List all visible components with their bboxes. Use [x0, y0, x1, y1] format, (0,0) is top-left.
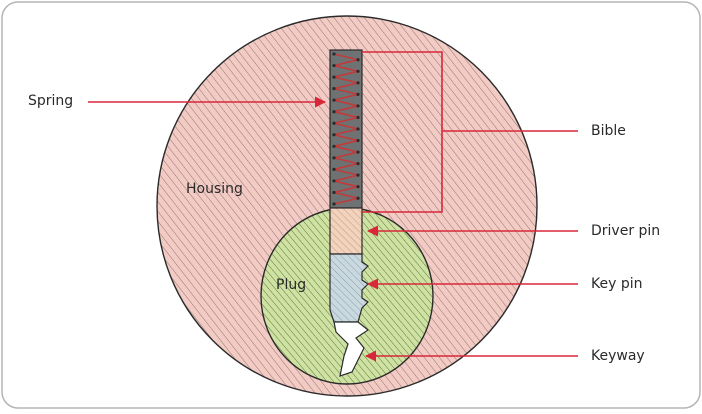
plug-label: Plug — [276, 277, 307, 293]
spring-coil-end — [356, 115, 360, 120]
spring-coil-end — [332, 202, 336, 206]
spring-coil-end — [356, 92, 360, 96]
spring-coil-end — [332, 167, 336, 171]
driver-pin-shape — [329, 207, 363, 255]
spring-coil-end — [356, 150, 360, 154]
spring-coil-end — [332, 98, 336, 102]
spring-coil-end — [332, 156, 336, 160]
spring-coil-end — [332, 75, 336, 79]
spring-coil-end — [356, 162, 360, 166]
driver-pin-label: Driver pin — [591, 223, 661, 239]
spring-coil-end — [332, 133, 336, 137]
spring-coil-end — [332, 121, 336, 125]
bible-bracket — [362, 51, 443, 213]
spring-coil-end — [356, 138, 360, 143]
housing-label: Housing — [186, 181, 243, 197]
spring-coil-end — [332, 87, 336, 91]
keyway-shape — [333, 321, 370, 377]
spring-coil-end — [332, 63, 336, 68]
keyway-label: Keyway — [591, 348, 645, 364]
key-pin-label: Key pin — [591, 276, 643, 292]
spring-coil-end — [332, 179, 336, 183]
spring-coil-end — [332, 144, 336, 148]
spring-coil-end — [356, 127, 360, 131]
spring-coil-end — [356, 173, 360, 177]
spring-coil-end — [356, 69, 360, 73]
spring-coil-end — [356, 196, 360, 200]
spring-coil-end — [332, 190, 336, 195]
spring-coil-end — [356, 185, 360, 189]
spring-coil-end — [332, 52, 336, 56]
spring-label: Spring — [28, 93, 74, 109]
bible-label: Bible — [591, 123, 626, 139]
spring-coil-end — [356, 58, 360, 62]
spring-coil-end — [356, 104, 360, 108]
spring-coil-end — [332, 110, 336, 114]
leader-lines — [88, 51, 578, 362]
spring-coil-end — [356, 81, 360, 85]
